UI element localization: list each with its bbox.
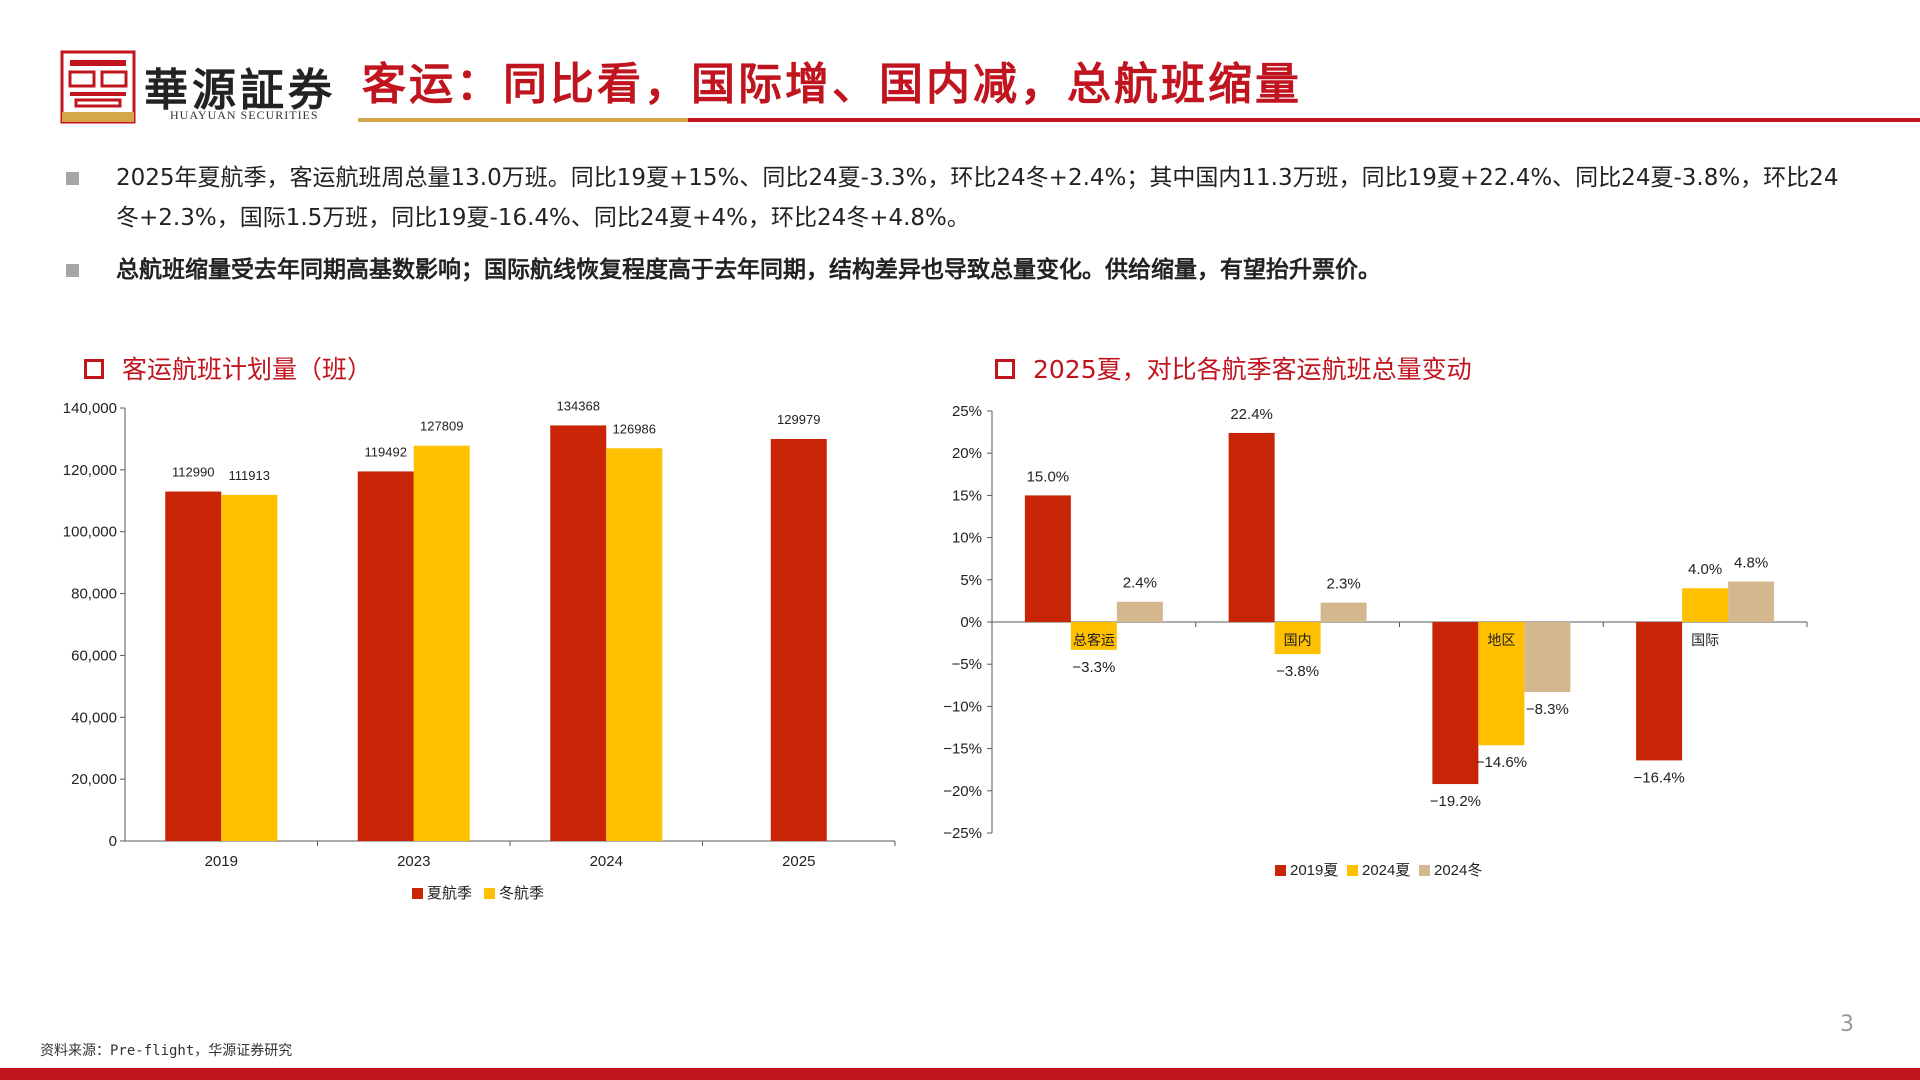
x-tick-label: 2024 xyxy=(590,853,623,870)
y-tick-label: −15% xyxy=(943,741,982,758)
bar xyxy=(1728,581,1775,622)
bar xyxy=(1024,495,1071,622)
y-tick-label: 25% xyxy=(952,403,982,420)
data-label: −8.3% xyxy=(1526,701,1569,718)
y-tick-label: 60,000 xyxy=(71,647,117,664)
chart1-title: 客运航班计划量（班） xyxy=(84,350,372,386)
legend-swatch xyxy=(1419,865,1430,876)
y-tick-label: 100,000 xyxy=(63,524,117,541)
x-tick-label: 2019 xyxy=(205,853,238,870)
data-label: −3.8% xyxy=(1276,663,1319,680)
bar xyxy=(1070,622,1117,650)
bar xyxy=(1478,622,1525,746)
y-tick-label: −25% xyxy=(943,825,982,842)
chart1-title-text: 客运航班计划量（班） xyxy=(122,355,373,384)
data-label: 22.4% xyxy=(1230,406,1273,423)
bottom-bar xyxy=(0,1068,1920,1080)
y-tick-label: −20% xyxy=(943,783,982,800)
bar xyxy=(357,471,414,841)
bullet-square-icon xyxy=(66,172,79,185)
chart2-title-text: 2025夏，对比各航季客运航班总量变动 xyxy=(1033,355,1472,384)
data-label: 4.8% xyxy=(1734,554,1768,571)
chart2-title: 2025夏，对比各航季客运航班总量变动 xyxy=(995,350,1472,386)
legend-swatch xyxy=(1275,865,1286,876)
flight-volume-bar-chart: 0 20,000 40,000 60,000 80,000 100,000 120,000 1… xyxy=(63,398,896,902)
data-label: −14.6% xyxy=(1476,754,1527,771)
bullet-square-icon xyxy=(66,264,79,277)
bar xyxy=(1636,622,1683,761)
logo-mark-icon xyxy=(60,50,136,124)
data-label: 134368 xyxy=(557,398,600,413)
bar xyxy=(221,494,278,841)
legend-swatch xyxy=(412,888,423,899)
bar xyxy=(413,445,470,841)
legend-swatch xyxy=(1347,865,1358,876)
bar xyxy=(1116,601,1163,622)
data-label: 126986 xyxy=(613,421,656,436)
data-label: 119492 xyxy=(365,444,407,459)
data-label: −19.2% xyxy=(1430,793,1481,810)
y-tick-label: 80,000 xyxy=(71,586,117,603)
bar xyxy=(1274,622,1321,655)
data-label: 111913 xyxy=(229,468,270,483)
data-label: −3.3% xyxy=(1072,659,1115,676)
data-label: 15.0% xyxy=(1027,468,1070,485)
data-label: 2.4% xyxy=(1123,575,1157,592)
bar xyxy=(1524,622,1571,693)
legend-label: 2024夏 xyxy=(1362,862,1410,879)
title-rule-gold xyxy=(358,118,688,122)
y-tick-label: −10% xyxy=(943,698,982,715)
data-label: 127809 xyxy=(420,419,463,434)
y-tick-label: 10% xyxy=(952,530,982,547)
data-label: −16.4% xyxy=(1633,769,1684,786)
x-tick-label: 国内 xyxy=(1284,632,1312,648)
checkbox-square-icon xyxy=(84,359,104,379)
bullet-text: 2025年夏航季，客运航班周总量13.0万班。同比19夏+15%、同比24夏-3… xyxy=(116,165,1839,231)
y-tick-label: 140,000 xyxy=(63,400,117,417)
legend-label: 冬航季 xyxy=(499,885,544,902)
bar xyxy=(1228,432,1275,622)
slide-title: 客运：同比看，国际增、国内减，总航班缩量 xyxy=(362,59,1302,110)
legend-label: 2024冬 xyxy=(1434,862,1482,879)
y-tick-label: 5% xyxy=(960,572,982,589)
bullet-text: 总航班缩量受去年同期高基数影响；国际航线恢复程度高于去年同期，结构差异也导致总量… xyxy=(116,257,1381,283)
logo-chinese-name: 華源証券 xyxy=(144,65,336,116)
bar xyxy=(1320,602,1367,622)
x-tick-label: 国际 xyxy=(1691,632,1719,648)
y-tick-label: 0 xyxy=(109,833,117,850)
legend-swatch xyxy=(484,888,495,899)
source-note: 资料来源：Pre-flight，华源证券研究 xyxy=(40,1043,293,1059)
logo-english-name: HUAYUAN SECURITIES xyxy=(170,108,319,122)
checkbox-square-icon xyxy=(995,359,1015,379)
y-tick-label: 20,000 xyxy=(71,771,117,788)
data-label: 129979 xyxy=(777,412,820,427)
data-label: 112990 xyxy=(172,465,214,480)
data-label: 2.3% xyxy=(1327,576,1361,593)
x-tick-label: 2023 xyxy=(397,853,430,870)
title-rule-red xyxy=(688,118,1920,122)
flight-change-bar-chart: −25% −20% −15% −10% −5% 0% 5% 10% 15% 20% 25% 15.0%… xyxy=(943,403,1808,879)
y-tick-label: 15% xyxy=(952,487,982,504)
y-tick-label: −5% xyxy=(952,656,982,673)
x-tick-label: 地区 xyxy=(1487,632,1515,648)
bar xyxy=(1432,622,1479,785)
bar xyxy=(606,448,663,841)
bar xyxy=(1682,588,1729,622)
x-tick-label: 总客运 xyxy=(1073,632,1115,648)
legend-label: 2019夏 xyxy=(1290,862,1338,879)
bar xyxy=(770,438,827,841)
y-tick-label: 120,000 xyxy=(63,462,117,479)
brand-logo: 華源証券 HUAYUAN SECURITIES xyxy=(60,50,340,124)
y-tick-label: 20% xyxy=(952,445,982,462)
y-tick-label: 0% xyxy=(960,614,982,631)
legend-label: 夏航季 xyxy=(427,885,472,902)
y-tick-label: 40,000 xyxy=(71,709,117,726)
bar xyxy=(550,425,607,841)
bar xyxy=(165,491,222,841)
data-label: 4.0% xyxy=(1688,561,1722,578)
x-tick-label: 2025 xyxy=(782,853,815,870)
page-number: 3 xyxy=(1840,1012,1854,1037)
